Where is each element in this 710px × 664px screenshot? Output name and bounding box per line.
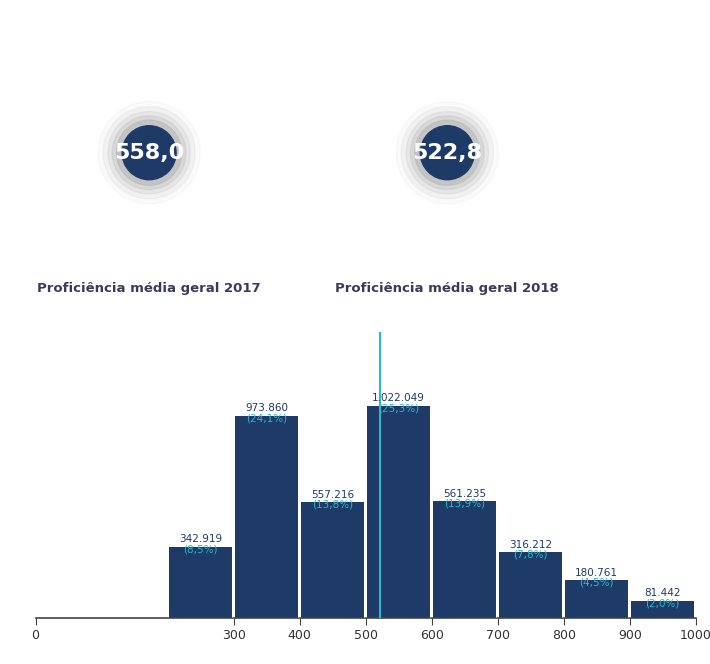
Text: 1.022.049: 1.022.049 — [372, 394, 425, 404]
Text: (2,0%): (2,0%) — [645, 598, 680, 608]
Text: 180.761: 180.761 — [575, 568, 618, 578]
Bar — [169, 546, 232, 618]
Text: (13,9%): (13,9%) — [444, 499, 485, 509]
Bar — [367, 406, 430, 618]
Text: 316.212: 316.212 — [509, 540, 552, 550]
Bar — [433, 501, 496, 618]
Text: Proficiência média geral 2017: Proficiência média geral 2017 — [38, 282, 261, 295]
Text: (4,5%): (4,5%) — [579, 578, 614, 588]
Text: 342.919: 342.919 — [179, 534, 222, 544]
Text: (24,1%): (24,1%) — [246, 414, 287, 424]
Text: (13,8%): (13,8%) — [312, 500, 353, 510]
Text: 522,8: 522,8 — [413, 143, 482, 163]
Text: 561.235: 561.235 — [443, 489, 486, 499]
Text: (8,5%): (8,5%) — [183, 544, 218, 554]
Text: 557.216: 557.216 — [311, 489, 354, 500]
Bar — [631, 601, 694, 618]
Text: 973.860: 973.860 — [245, 404, 288, 414]
Bar — [499, 552, 562, 618]
Bar — [565, 580, 628, 618]
Text: Proficiência média geral 2018: Proficiência média geral 2018 — [335, 282, 559, 295]
Text: (25,3%): (25,3%) — [378, 404, 419, 414]
Bar — [301, 502, 364, 618]
Text: 558,0: 558,0 — [114, 143, 184, 163]
Text: (7,8%): (7,8%) — [513, 550, 548, 560]
Text: 81.442: 81.442 — [645, 588, 681, 598]
Bar — [235, 416, 298, 618]
